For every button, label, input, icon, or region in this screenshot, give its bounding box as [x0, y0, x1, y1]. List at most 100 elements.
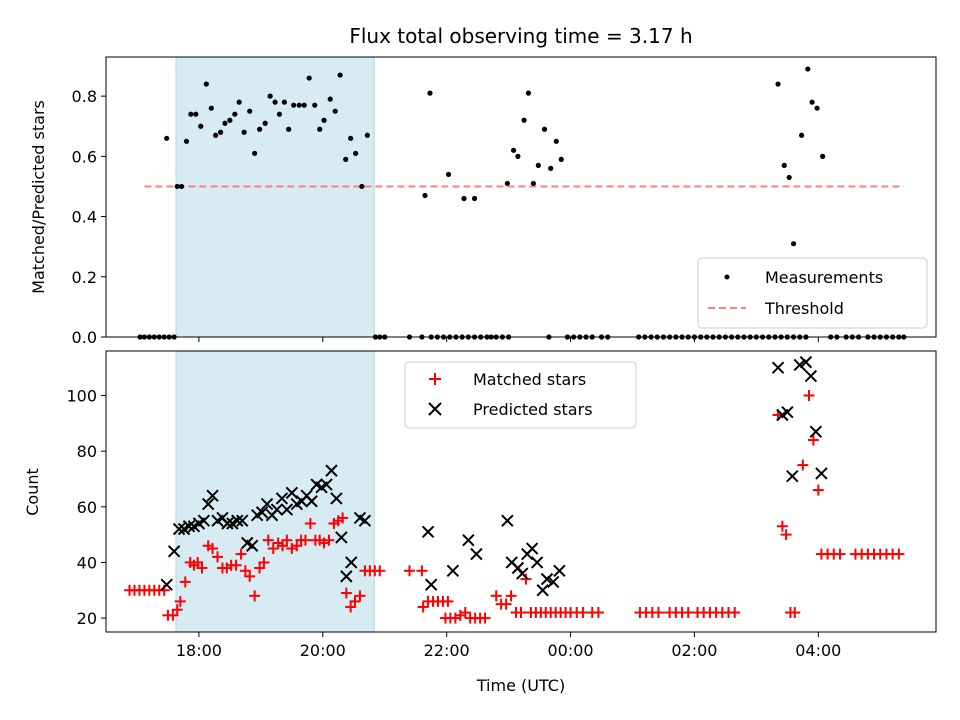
predicted-stars-point — [793, 358, 806, 372]
measurement-point — [276, 111, 283, 117]
measurement-point — [208, 105, 214, 111]
measurement-point — [332, 108, 338, 114]
measurement-point — [781, 162, 787, 168]
predicted-stars-point — [280, 503, 294, 516]
matched-stars-point — [196, 562, 208, 574]
bot-ytick-label: 40 — [77, 553, 97, 572]
matched-stars-point — [179, 576, 191, 588]
measurement-point — [217, 129, 224, 135]
predicted-stars-point — [221, 517, 234, 530]
matched-stars-point — [345, 601, 357, 613]
measurement-point — [525, 90, 532, 96]
top-ytick-label: 0.8 — [72, 87, 97, 106]
measurement-point — [558, 156, 564, 162]
matched-stars-point — [505, 590, 517, 602]
top-ytick-label: 0.0 — [72, 328, 97, 347]
xtick-label: 00:00 — [547, 641, 593, 660]
matched-stars-point — [171, 604, 183, 616]
measurement-point — [535, 162, 541, 168]
matched-stars-point — [797, 459, 809, 471]
measurement-point — [247, 108, 253, 114]
measurement-point — [236, 99, 242, 105]
matched-stars-point — [323, 534, 335, 546]
x-axis-label: Time (UTC) — [476, 676, 565, 695]
predicted-stars-point — [270, 503, 284, 516]
predicted-stars-point — [320, 478, 333, 491]
predicted-stars-point — [809, 425, 823, 438]
xtick-label: 04:00 — [795, 641, 841, 660]
predicted-stars-point — [305, 495, 318, 508]
measurement-point — [814, 105, 820, 111]
predicted-stars-point — [525, 542, 539, 555]
matched-stars-point — [592, 607, 604, 619]
xtick-label: 22:00 — [424, 641, 470, 660]
measurement-point — [445, 171, 452, 178]
legend-predicted-marker — [428, 402, 442, 416]
matched-stars-point — [515, 607, 527, 619]
matched-stars-point — [442, 595, 454, 607]
measurement-point — [521, 117, 527, 123]
matched-stars-point — [520, 573, 532, 585]
matched-stars-point — [249, 590, 261, 602]
legend-measurements-marker — [724, 274, 730, 280]
measurement-point — [174, 183, 180, 190]
matched-stars-point — [374, 565, 386, 577]
matched-stars-point — [682, 607, 694, 619]
matched-stars-point — [803, 390, 815, 402]
measurement-point — [775, 81, 781, 87]
matched-stars-point — [340, 587, 352, 599]
matched-stars-point — [500, 598, 512, 610]
measurement-point — [286, 126, 292, 132]
measurement-point — [786, 174, 792, 181]
ratio-legend-box — [697, 257, 928, 329]
matched-stars-point — [789, 607, 801, 619]
predicted-stars-point — [182, 520, 196, 533]
bot-ytick-label: 20 — [77, 609, 97, 628]
matched-stars-point — [254, 562, 266, 574]
bot-ytick-label: 60 — [77, 498, 97, 517]
measurement-point — [530, 180, 536, 187]
predicted-stars-point — [804, 369, 818, 383]
matched-stars-point — [174, 595, 186, 607]
matched-stars-point — [479, 612, 491, 624]
measurement-point — [353, 150, 359, 156]
legend-measurements-label: Measurements — [765, 268, 883, 287]
predicted-stars-point — [781, 406, 794, 419]
predicted-stars-point — [530, 556, 544, 569]
measurement-point — [427, 90, 433, 96]
count-panel: 20 40 60 80 100 18:00 20:00 22:00 00:00 02:00 04:… — [23, 350, 937, 695]
measurement-point — [222, 120, 228, 126]
measurement-point — [262, 120, 268, 126]
top-ytick-label: 0.2 — [72, 268, 97, 287]
measurement-point — [321, 117, 327, 123]
measurement-point — [306, 75, 312, 81]
predicted-stars-point — [260, 497, 274, 511]
predicted-stars-point — [536, 584, 549, 597]
ratio-legend: Measurements Threshold — [697, 257, 928, 329]
matched-stars-point — [776, 520, 788, 532]
measurement-point — [809, 99, 815, 105]
measurement-point — [272, 99, 278, 105]
ratio-plot-frame — [105, 56, 937, 338]
predicted-stars-point — [462, 533, 475, 547]
bot-ytick-label: 100 — [66, 387, 97, 406]
measurement-point — [805, 66, 811, 72]
measurement-point — [548, 165, 554, 171]
matched-stars-point — [244, 570, 256, 582]
legend-predicted-label: Predicted stars — [473, 400, 593, 419]
predicted-stars-point — [325, 464, 338, 477]
legend-matched-marker — [429, 373, 441, 385]
predicted-stars-point — [786, 469, 799, 483]
predicted-stars-point — [424, 578, 438, 591]
count-legend: Matched stars Predicted stars — [404, 361, 637, 429]
measurement-point — [515, 153, 521, 159]
matched-stars-point — [729, 607, 741, 619]
matched-stars-point — [281, 534, 293, 546]
matched-stars-point — [349, 595, 361, 607]
measurement-point — [267, 93, 273, 99]
count-legend-box — [404, 361, 637, 429]
measurement-point — [422, 192, 428, 199]
predicted-stars-point — [501, 514, 514, 527]
predicted-stars-point — [470, 547, 483, 561]
matched-stars-point — [404, 565, 416, 577]
